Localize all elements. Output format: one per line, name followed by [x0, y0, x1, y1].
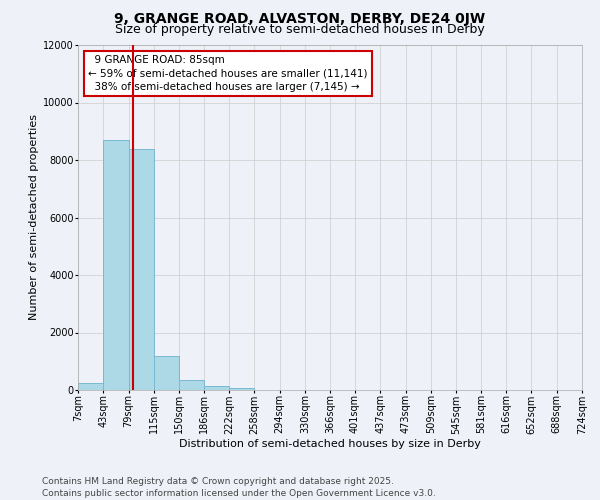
Text: Size of property relative to semi-detached houses in Derby: Size of property relative to semi-detach…: [115, 22, 485, 36]
Text: 9 GRANGE ROAD: 85sqm  
← 59% of semi-detached houses are smaller (11,141)
  38% : 9 GRANGE ROAD: 85sqm ← 59% of semi-detac…: [88, 56, 368, 92]
Bar: [179, 380, 204, 390]
Text: 9, GRANGE ROAD, ALVASTON, DERBY, DE24 0JW: 9, GRANGE ROAD, ALVASTON, DERBY, DE24 0J…: [115, 12, 485, 26]
Bar: [204, 386, 229, 390]
Bar: [78, 383, 103, 390]
Bar: [154, 356, 179, 390]
Bar: [128, 148, 154, 390]
X-axis label: Distribution of semi-detached houses by size in Derby: Distribution of semi-detached houses by …: [179, 439, 481, 449]
Bar: [229, 388, 254, 390]
Text: Contains HM Land Registry data © Crown copyright and database right 2025.
Contai: Contains HM Land Registry data © Crown c…: [42, 476, 436, 498]
Bar: [103, 140, 128, 390]
Y-axis label: Number of semi-detached properties: Number of semi-detached properties: [29, 114, 39, 320]
